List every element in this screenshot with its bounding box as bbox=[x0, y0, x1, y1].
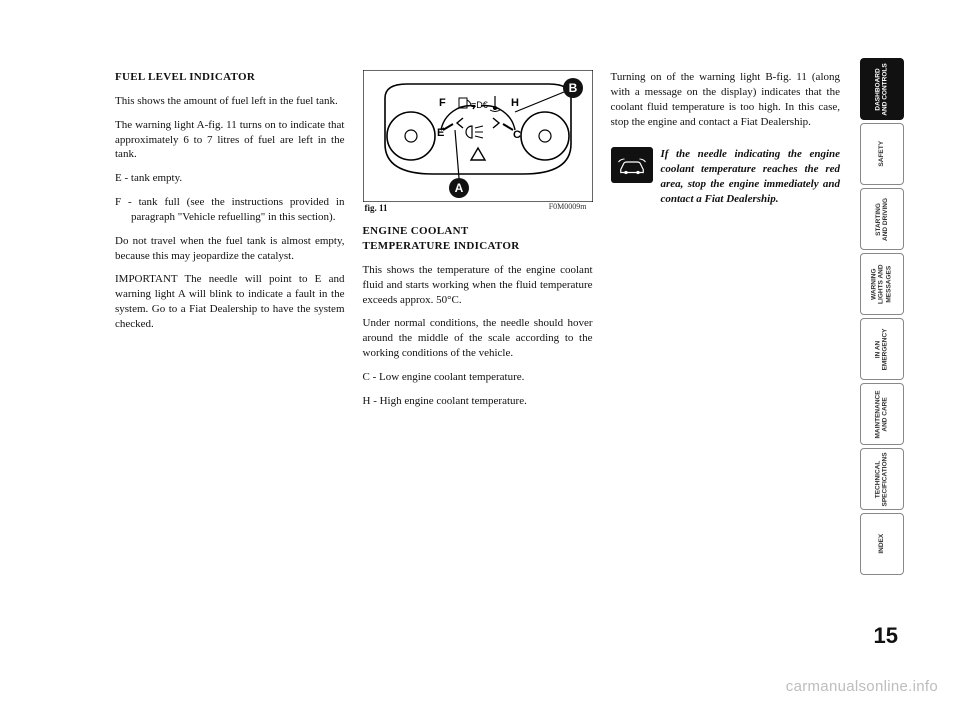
content-area: FUEL LEVEL INDICATOR This shows the amou… bbox=[115, 70, 840, 418]
fuel-p3: Do not travel when the fuel tank is almo… bbox=[115, 234, 345, 264]
label-f: F - tank full (see the instructions prov… bbox=[115, 195, 345, 225]
sidebar-tabs: DASHBOARD AND CONTROLS SAFETY STARTING A… bbox=[860, 58, 904, 575]
fuel-p4: IMPORTANT The needle will point to E and… bbox=[115, 272, 345, 331]
callout-a-label: A bbox=[454, 181, 463, 195]
tab-maintenance[interactable]: MAINTENANCE AND CARE bbox=[860, 383, 904, 445]
warning-box: If the needle indicating the engine cool… bbox=[611, 147, 841, 206]
svg-text:F: F bbox=[439, 97, 446, 109]
column-1: FUEL LEVEL INDICATOR This shows the amou… bbox=[115, 70, 345, 418]
tab-index-label: INDEX bbox=[878, 534, 885, 554]
coolant-p2: Under normal conditions, the needle shou… bbox=[363, 316, 593, 361]
fuel-p1: This shows the amount of fuel left in th… bbox=[115, 94, 345, 109]
tab-maintenance-label: MAINTENANCE AND CARE bbox=[875, 390, 890, 438]
car-warning-icon bbox=[611, 147, 653, 183]
watermark: carmanualsonline.info bbox=[786, 678, 938, 695]
page-number: 15 bbox=[874, 623, 898, 649]
tab-warnings[interactable]: WARNING LIGHTS AND MESSAGES bbox=[860, 253, 904, 315]
warning-text: If the needle indicating the engine cool… bbox=[661, 147, 841, 206]
tab-starting[interactable]: STARTING AND DRIVING bbox=[860, 188, 904, 250]
col3-p1: Turning on of the warning light B-fig. 1… bbox=[611, 70, 841, 129]
tab-dashboard[interactable]: DASHBOARD AND CONTROLS bbox=[860, 58, 904, 120]
label-h: H - High engine coolant temperature. bbox=[363, 394, 593, 409]
tab-specs[interactable]: TECHNICAL SPECIFICATIONS bbox=[860, 448, 904, 510]
tab-warnings-label: WARNING LIGHTS AND MESSAGES bbox=[871, 264, 893, 303]
label-e: E - tank empty. bbox=[115, 171, 345, 186]
figure-code: F0M0009m bbox=[549, 202, 587, 214]
gauge-cluster-icon: E F H C bbox=[363, 70, 593, 202]
svg-text:H: H bbox=[511, 97, 519, 109]
figure-11: E F H C bbox=[363, 70, 593, 220]
coolant-heading-2: TEMPERATURE INDICATOR bbox=[363, 239, 593, 254]
callout-b-label: B bbox=[568, 81, 577, 95]
svg-text:≡D€: ≡D€ bbox=[471, 100, 488, 110]
figure-caption-row: fig. 11 F0M0009m bbox=[363, 202, 593, 220]
coolant-p1: This shows the temperature of the engine… bbox=[363, 263, 593, 308]
label-c: C - Low engine coolant temperature. bbox=[363, 370, 593, 385]
fuel-heading: FUEL LEVEL INDICATOR bbox=[115, 70, 345, 85]
tab-safety-label: SAFETY bbox=[878, 141, 885, 167]
coolant-heading-1: ENGINE COOLANT bbox=[363, 224, 593, 239]
column-3: Turning on of the warning light B-fig. 1… bbox=[611, 70, 841, 418]
tab-emergency[interactable]: IN AN EMERGENCY bbox=[860, 318, 904, 380]
tab-starting-label: STARTING AND DRIVING bbox=[875, 198, 890, 241]
tab-specs-label: TECHNICAL SPECIFICATIONS bbox=[875, 452, 890, 506]
figure-caption: fig. 11 bbox=[365, 202, 388, 214]
column-2: E F H C bbox=[363, 70, 593, 418]
tab-index[interactable]: INDEX bbox=[860, 513, 904, 575]
tab-safety[interactable]: SAFETY bbox=[860, 123, 904, 185]
svg-text:C: C bbox=[513, 129, 521, 141]
page: FUEL LEVEL INDICATOR This shows the amou… bbox=[0, 0, 960, 709]
fuel-p2: The warning light A-fig. 11 turns on to … bbox=[115, 118, 345, 163]
tab-dashboard-label: DASHBOARD AND CONTROLS bbox=[875, 63, 890, 115]
tab-emergency-label: IN AN EMERGENCY bbox=[875, 328, 890, 370]
